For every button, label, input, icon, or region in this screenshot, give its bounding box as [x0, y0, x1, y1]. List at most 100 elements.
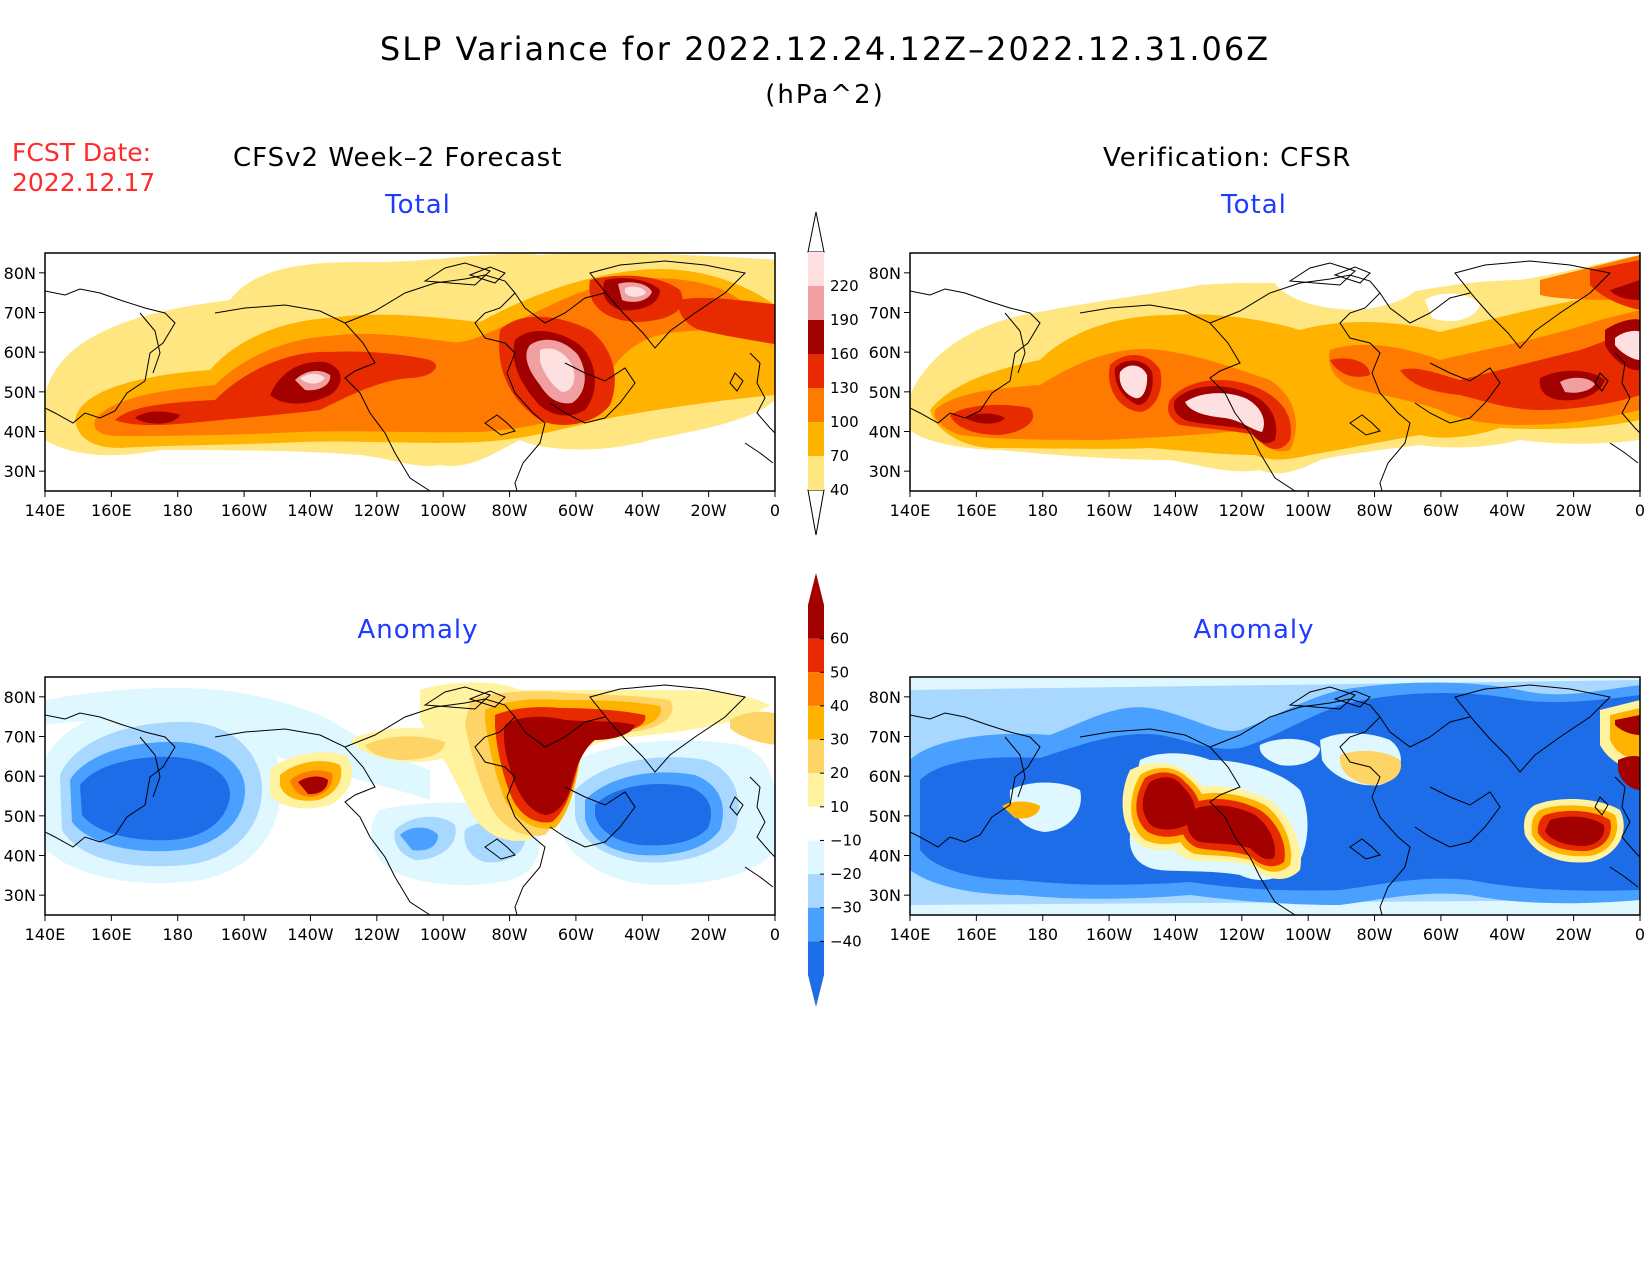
lon-tick-label: 120W — [1219, 925, 1266, 944]
colorbar-label: 40 — [830, 697, 849, 715]
lat-tick-label: 50N — [869, 807, 901, 826]
lon-tick-label: 160W — [221, 925, 268, 944]
lat-tick-label: 60N — [4, 343, 36, 362]
lon-tick-label: 20W — [1556, 925, 1592, 944]
colorbar-swatch — [808, 840, 824, 875]
lon-tick-label: 0 — [1635, 501, 1645, 520]
lon-tick-label: 160E — [956, 925, 997, 944]
lon-tick-label: 20W — [691, 501, 727, 520]
colorbar-label: 30 — [830, 731, 849, 749]
colorbar-label: −10 — [830, 831, 862, 849]
lon-tick-label: 160E — [956, 501, 997, 520]
lon-tick-label: 80W — [491, 925, 527, 944]
lat-tick-label: 50N — [869, 383, 901, 402]
colorbar-label: 20 — [830, 764, 849, 782]
total-colorbar: 40 70 100 130 160 190 220 — [807, 211, 859, 536]
lat-tick-label: 40N — [869, 847, 901, 866]
anomaly-colorbar: 60 50 40 30 20 10 −10 −20 −30 −40 — [808, 573, 862, 1007]
verification-column-title: Verification: CFSR — [1103, 143, 1352, 173]
lat-tick-label: 30N — [4, 462, 36, 481]
lat-tick-label: 50N — [4, 807, 36, 826]
colorbar-swatch — [808, 286, 824, 320]
forecast-total-frame — [44, 252, 776, 492]
lon-tick-label: 60W — [1423, 925, 1459, 944]
colorbar-swatch — [808, 456, 824, 490]
forecast-total-field — [45, 253, 775, 491]
verification-total-field — [910, 253, 1640, 491]
lon-tick-label: 40W — [1489, 925, 1525, 944]
lon-tick-label: 40W — [1489, 501, 1525, 520]
colorbar-label: 70 — [830, 447, 849, 465]
colorbar-swatch — [808, 388, 824, 422]
lon-tick-label: 120W — [354, 925, 401, 944]
colorbar-swatch — [808, 941, 824, 975]
colorbar-label: −40 — [830, 932, 862, 950]
lon-tick-label: 40W — [624, 925, 660, 944]
colorbar-swatch — [808, 638, 824, 673]
colorbar-swatch — [808, 605, 824, 639]
colorbar-label: 100 — [830, 413, 859, 431]
panel-title-verification-total: Total — [1221, 190, 1287, 220]
colorbar-label: 40 — [830, 481, 849, 499]
map-axes: 80N 70N 60N 50N 40N 30N 140E 160E 180 160W 140W 120… — [4, 264, 1645, 944]
verification-total-frame — [909, 252, 1641, 492]
lon-tick-label: 180 — [1027, 925, 1058, 944]
colorbar-label: 160 — [830, 345, 859, 363]
lat-tick-label: 70N — [4, 304, 36, 323]
colorbar-label: 130 — [830, 379, 859, 397]
colorbar-swatch — [808, 422, 824, 456]
colorbar-label: −30 — [830, 899, 862, 917]
lat-tick-label: 70N — [869, 304, 901, 323]
lon-tick-label: 140W — [1152, 501, 1199, 520]
colorbar-swatch — [808, 773, 824, 807]
colorbar-swatch — [808, 320, 824, 354]
lon-tick-label: 160E — [91, 501, 132, 520]
colorbar-swatch — [808, 252, 824, 286]
colorbar-swatch — [808, 705, 824, 740]
lat-tick-label: 50N — [4, 383, 36, 402]
lon-tick-label: 140E — [890, 501, 931, 520]
lat-tick-label: 40N — [4, 847, 36, 866]
main-title: SLP Variance for 2022.12.24.12Z–2022.12.… — [379, 30, 1271, 68]
lon-tick-label: 20W — [691, 925, 727, 944]
colorbar-label: 190 — [830, 311, 859, 329]
colorbar-label: 10 — [830, 798, 849, 816]
forecast-column-title: CFSv2 Week–2 Forecast — [233, 143, 563, 173]
lat-tick-label: 60N — [869, 767, 901, 786]
lat-tick-label: 30N — [869, 886, 901, 905]
lat-tick-label: 40N — [4, 423, 36, 442]
lat-tick-label: 60N — [869, 343, 901, 362]
lon-tick-label: 120W — [354, 501, 401, 520]
lon-tick-label: 160W — [1086, 501, 1133, 520]
colorbar-label: 60 — [830, 630, 849, 648]
lon-tick-label: 100W — [1285, 925, 1332, 944]
lon-tick-label: 140W — [1152, 925, 1199, 944]
lon-tick-label: 160E — [91, 925, 132, 944]
lon-tick-label: 60W — [1423, 501, 1459, 520]
lon-tick-label: 80W — [1356, 925, 1392, 944]
forecast-anomaly-frame — [44, 676, 776, 916]
verification-anomaly-frame — [909, 676, 1641, 916]
lon-tick-label: 100W — [1285, 501, 1332, 520]
lon-tick-label: 140E — [25, 501, 66, 520]
forecast-anomaly-field — [45, 677, 775, 915]
lat-tick-label: 80N — [869, 264, 901, 283]
lon-tick-label: 0 — [1635, 925, 1645, 944]
lon-tick-label: 0 — [770, 501, 780, 520]
units-label: (hPa^2) — [765, 80, 885, 110]
lon-tick-label: 180 — [162, 925, 193, 944]
lat-tick-label: 70N — [4, 728, 36, 747]
fcst-date-value: 2022.12.17 — [12, 168, 156, 197]
lat-tick-label: 70N — [869, 728, 901, 747]
panel-title-forecast-anomaly: Anomaly — [357, 615, 479, 645]
lon-tick-label: 180 — [162, 501, 193, 520]
colorbar-swatch — [808, 874, 824, 908]
lon-tick-label: 140E — [25, 925, 66, 944]
lat-tick-label: 60N — [4, 767, 36, 786]
colorbar-swatch — [808, 739, 824, 774]
verification-anomaly-field — [910, 677, 1640, 915]
lat-tick-label: 80N — [4, 688, 36, 707]
lon-tick-label: 60W — [558, 501, 594, 520]
lon-tick-label: 160W — [1086, 925, 1133, 944]
